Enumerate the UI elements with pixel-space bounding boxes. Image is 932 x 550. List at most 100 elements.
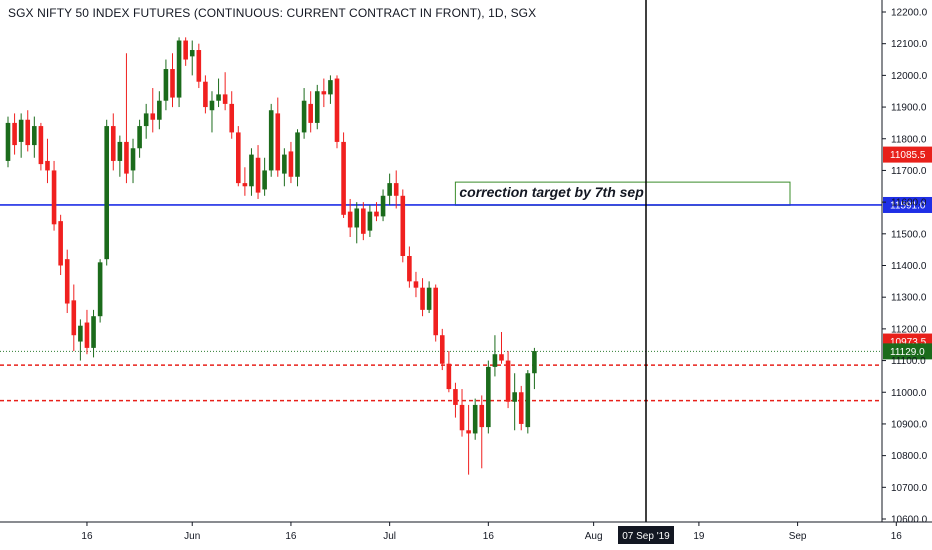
candle xyxy=(479,395,485,469)
y-tick-label: 11200.0 xyxy=(891,324,927,335)
candle xyxy=(301,88,307,139)
candle-body xyxy=(58,221,63,266)
candle-body xyxy=(137,126,142,149)
candle xyxy=(354,202,360,244)
y-tick-label: 11400.0 xyxy=(891,261,927,272)
candle xyxy=(446,351,452,393)
price-label: 11129.0 xyxy=(883,343,932,360)
candle xyxy=(367,205,373,237)
correction-target-label: correction target by 7th sep xyxy=(459,184,644,200)
y-tick-label: 12100.0 xyxy=(891,39,928,50)
candle xyxy=(439,328,445,371)
candle-body xyxy=(45,160,50,171)
candle-body xyxy=(288,151,294,177)
candle xyxy=(505,351,511,409)
candle-body xyxy=(203,81,208,108)
candle xyxy=(255,145,261,199)
candle-body xyxy=(374,211,379,217)
candle xyxy=(525,370,531,434)
candle-body xyxy=(143,113,149,127)
y-tick-label: 11900.0 xyxy=(891,103,927,114)
candle xyxy=(512,373,517,431)
candle-body xyxy=(229,103,235,133)
candle-body xyxy=(439,335,445,364)
price-label-text: 11085.5 xyxy=(890,150,926,161)
x-tick-label: 19 xyxy=(693,531,705,542)
candle-body xyxy=(170,69,175,98)
candle xyxy=(314,84,320,130)
candle xyxy=(433,284,438,342)
price-label-text: 11129.0 xyxy=(890,347,925,358)
candle-body xyxy=(354,208,360,228)
candle-body xyxy=(51,170,57,225)
candle xyxy=(275,97,281,177)
y-tick-label: 11000.0 xyxy=(891,388,927,399)
candle-body xyxy=(295,132,300,177)
candle-body xyxy=(91,316,96,348)
candle xyxy=(196,43,202,89)
candle xyxy=(282,148,287,187)
candle-body xyxy=(78,325,83,342)
y-tick-label: 11100.0 xyxy=(891,356,926,367)
candle xyxy=(374,202,379,222)
candle-body xyxy=(499,354,504,361)
candle-body xyxy=(97,262,103,317)
candle-body xyxy=(479,404,485,428)
candle xyxy=(242,167,248,196)
date-marker-label: 07 Sep '19 xyxy=(618,526,674,544)
candle-body xyxy=(84,322,90,348)
candle-body xyxy=(472,404,478,434)
candle-body xyxy=(110,126,116,161)
candle xyxy=(58,214,63,276)
candle xyxy=(453,382,458,418)
candle-body xyxy=(387,183,392,196)
candle-body xyxy=(196,50,202,82)
x-tick-label: Jun xyxy=(184,531,200,542)
candle-body xyxy=(466,430,471,434)
candle-body xyxy=(426,287,432,310)
candle-body xyxy=(400,195,406,256)
candle-body xyxy=(492,354,498,367)
candle xyxy=(51,160,57,231)
candle xyxy=(472,398,478,440)
candle xyxy=(110,113,116,171)
candle xyxy=(38,122,44,171)
candle-body xyxy=(64,259,70,304)
candle-body xyxy=(163,69,169,101)
candle xyxy=(189,40,195,76)
candle-body xyxy=(486,366,491,428)
y-tick-label: 12200.0 xyxy=(891,8,928,19)
candle-body xyxy=(104,126,109,260)
price-label-bg xyxy=(883,146,932,163)
candle xyxy=(262,157,267,196)
candle-body xyxy=(189,50,195,57)
candle-body xyxy=(275,113,281,171)
candle-body xyxy=(222,94,228,104)
y-tick-label: 11600.0 xyxy=(891,198,927,209)
y-tick-label: 11500.0 xyxy=(891,229,927,240)
candle xyxy=(130,138,136,184)
candle xyxy=(499,332,504,364)
candle-body xyxy=(262,170,267,190)
candle-body xyxy=(183,40,188,60)
y-tick-label: 11800.0 xyxy=(891,134,927,145)
candle xyxy=(78,319,83,361)
candle-body xyxy=(268,110,274,171)
candle-body xyxy=(150,113,156,120)
candle xyxy=(216,78,221,108)
candle-body xyxy=(301,100,307,133)
candle xyxy=(229,91,235,139)
candle xyxy=(518,385,524,431)
price-label-text: 10973.5 xyxy=(890,337,927,348)
candle xyxy=(203,75,208,114)
candle xyxy=(183,37,188,66)
candle xyxy=(347,198,353,237)
candle-body xyxy=(433,287,438,336)
candle-body xyxy=(321,91,327,95)
candle xyxy=(104,119,109,266)
y-tick-label: 12000.0 xyxy=(891,71,928,82)
candle xyxy=(466,404,471,475)
candle xyxy=(84,309,90,355)
